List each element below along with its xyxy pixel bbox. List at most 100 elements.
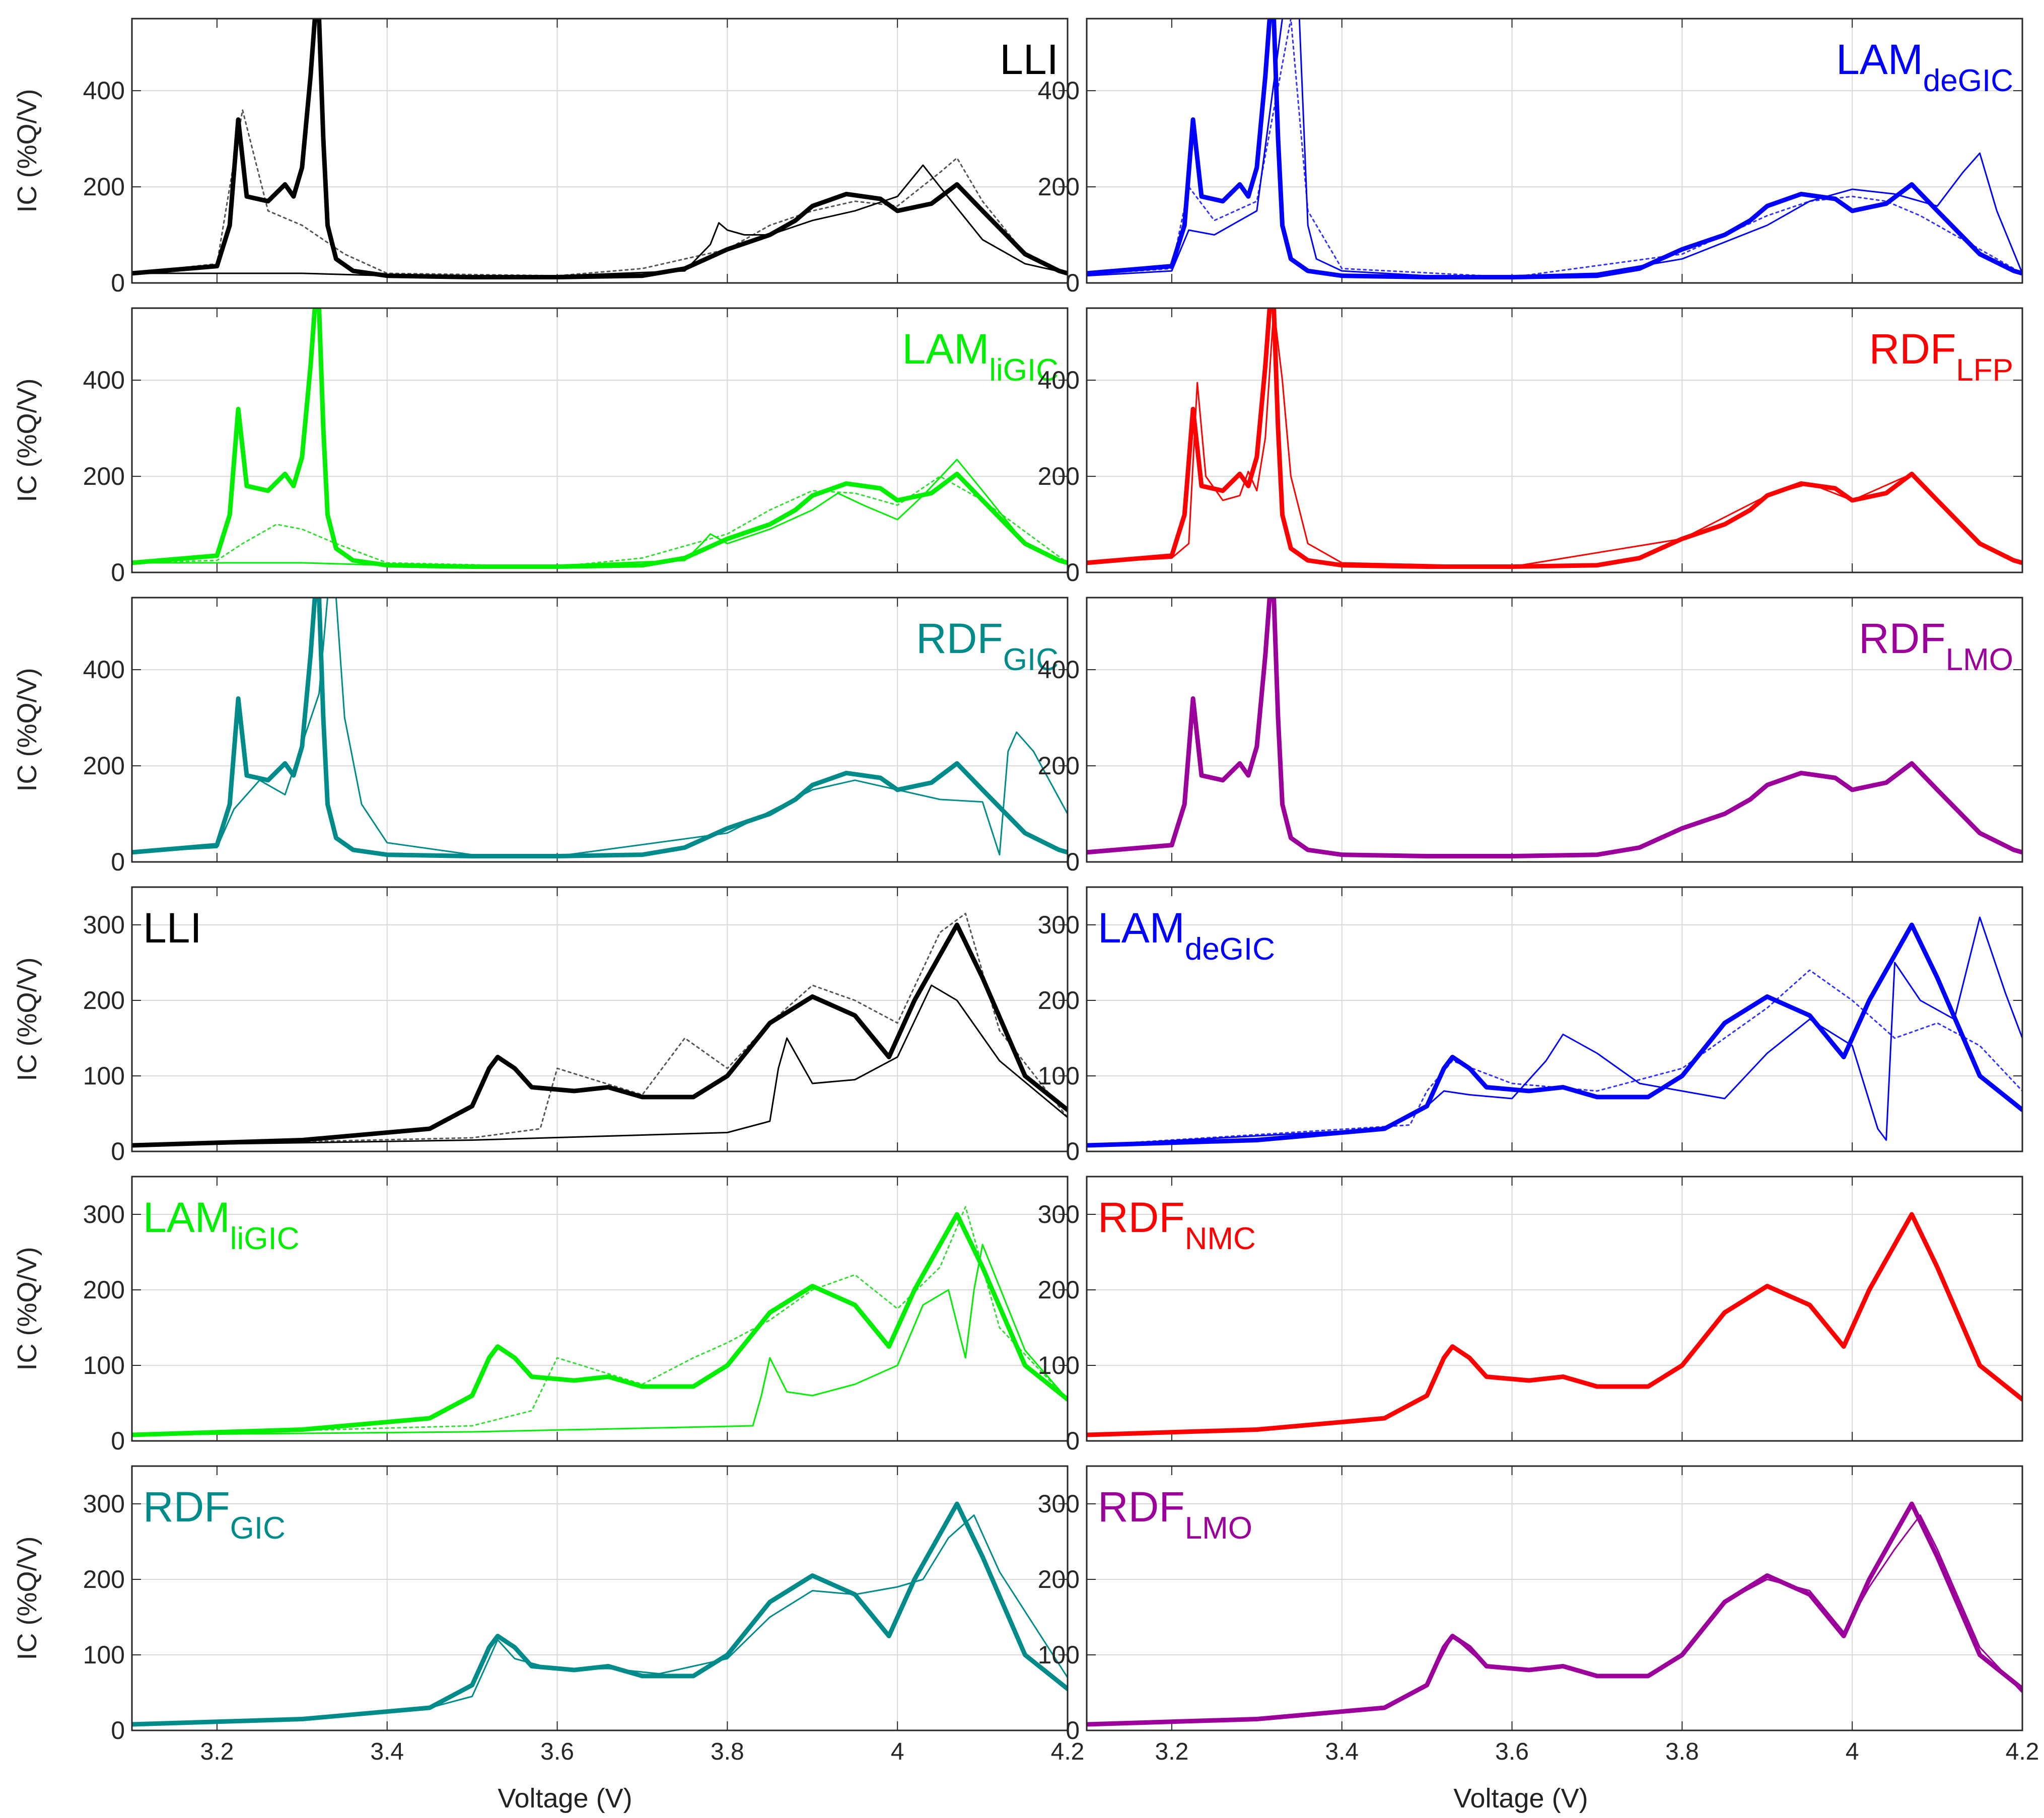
panel-middle-left-upper-series-pristine xyxy=(132,308,1068,569)
panel-lower-right-1-label-sub: deGIC xyxy=(1185,932,1275,967)
panel-lower-left-2-yticklabel: 300 xyxy=(83,1200,125,1228)
panel-middle-left-upper-label-main: LAM xyxy=(902,325,990,373)
panel-lower-right-1-series-intermediate xyxy=(1087,969,2022,1146)
panel-top-left-ylabel: IC (%Q/V) xyxy=(12,89,42,212)
panel-lower-left-3-series-group xyxy=(132,1501,1068,1727)
panel-lower-right-2-label-sub: NMC xyxy=(1185,1221,1256,1256)
panel-lower-left-2-ylabel: IC (%Q/V) xyxy=(12,1247,42,1370)
panel-middle-left-lower-series-pristine xyxy=(132,598,1068,858)
panel-lower-right-1-yticklabel: 200 xyxy=(1038,986,1080,1014)
panel-middle-left-lower-ylabel: IC (%Q/V) xyxy=(12,668,42,791)
panel-lower-left-2-yticklabel: 200 xyxy=(83,1276,125,1304)
panel-middle-left-lower-yticklabel: 0 xyxy=(111,848,125,876)
x-axis-label-left: Voltage (V) xyxy=(498,1783,632,1813)
panel-middle-left-upper-yticklabel: 200 xyxy=(83,462,125,490)
panel-middle-left-lower-label-sub: GIC xyxy=(1003,642,1059,677)
panel-lower-left-3-xticklabel: 3.2 xyxy=(200,1738,234,1765)
panel-lower-right-1-yticklabel: 300 xyxy=(1038,911,1080,939)
panel-lower-left-2-yticklabel: 100 xyxy=(83,1351,125,1379)
panel-middle-left-lower-axes-box xyxy=(131,597,1069,863)
panel-lower-left-1-series-max-degradation xyxy=(132,984,1068,1146)
panel-top-left-axes-box xyxy=(131,18,1069,284)
panel-top-right-label-main: LAM xyxy=(1836,36,1923,83)
panel-middle-right-upper-yticklabel: 400 xyxy=(1038,366,1080,394)
panel-lower-right-3-series-pristine xyxy=(1087,1501,2022,1727)
panel-middle-right-lower-yticklabel: 200 xyxy=(1038,752,1080,780)
panel-lower-right-3-yticklabel: 300 xyxy=(1038,1490,1080,1518)
panel-top-right-axes-box xyxy=(1086,18,2023,284)
panel-middle-left-lower: 0 200 400 RDFGIC IC (%Q/V) xyxy=(12,597,1069,876)
panel-lower-right-2: 0 100 200 300 RDFNMC xyxy=(1038,1176,2023,1455)
panel-lower-left-1-yticklabel: 200 xyxy=(83,986,125,1014)
panel-lower-right-1-yticklabel: 0 xyxy=(1066,1137,1080,1166)
panel-middle-right-upper-yticklabel: 200 xyxy=(1038,462,1080,490)
panel-middle-right-lower-label-sub: LMO xyxy=(1946,642,2013,677)
panel-lower-left-1-series-group xyxy=(132,913,1068,1148)
panel-lower-right-3-yticklabel: 100 xyxy=(1038,1641,1080,1669)
panel-middle-right-upper-series-group xyxy=(1087,308,2022,569)
panel-middle-right-lower-yticklabel: 0 xyxy=(1066,848,1080,876)
panel-lower-right-2-axes-box xyxy=(1086,1176,2023,1442)
panel-top-right-yticklabel: 200 xyxy=(1038,173,1080,201)
panel-middle-left-upper-ylabel: IC (%Q/V) xyxy=(12,378,42,502)
panel-lower-right-2-series-group xyxy=(1087,1212,2022,1437)
panel-middle-left-lower-yticklabel: 400 xyxy=(83,656,125,684)
panel-lower-left-2-series-group xyxy=(132,1206,1068,1437)
panel-lower-right-1-axes-box xyxy=(1086,886,2023,1152)
panel-lower-left-2-axes-box xyxy=(131,1176,1069,1442)
panel-middle-right-lower-series-group xyxy=(1087,598,2022,858)
panel-lower-right-3-yticklabel: 200 xyxy=(1038,1565,1080,1593)
panel-lower-right-1-yticklabel: 100 xyxy=(1038,1062,1080,1090)
panel-middle-right-lower-series-pristine xyxy=(1087,598,2022,858)
panel-lower-left-3-yticklabel: 100 xyxy=(83,1641,125,1669)
panel-lower-right-3-axes-box xyxy=(1086,1465,2023,1731)
panel-lower-right-2-yticklabel: 200 xyxy=(1038,1276,1080,1304)
panel-top-left: 0 200 400 LLI IC (%Q/V) xyxy=(12,18,1069,297)
panel-lower-left-3-ylabel: IC (%Q/V) xyxy=(12,1536,42,1660)
panel-middle-right-upper-axes-box xyxy=(1086,307,2023,573)
panel-middle-left-upper: 0 200 400 LAMliGIC IC (%Q/V) xyxy=(12,307,1069,587)
panel-lower-right-1: 0 100 200 300 LAMdeGIC xyxy=(1038,886,2023,1166)
panel-middle-right-lower-yticklabel: 400 xyxy=(1038,656,1080,684)
panel-middle-right-upper-series-pristine xyxy=(1087,308,2022,569)
panel-top-left-series-pristine xyxy=(132,19,1068,279)
panel-lower-left-2-label-main: LAM xyxy=(143,1194,230,1241)
panel-lower-left-3-xticklabel: 3.8 xyxy=(711,1738,744,1765)
panel-lower-right-3-xticklabel: 3.6 xyxy=(1495,1738,1529,1765)
panel-middle-left-upper-label-sub: liGIC xyxy=(989,353,1059,388)
panel-lower-right-2-yticklabel: 0 xyxy=(1066,1427,1080,1455)
panel-lower-right-1-series-pristine xyxy=(1087,922,2022,1148)
panel-lower-right-3-xticklabel: 4 xyxy=(1846,1738,1859,1765)
panel-lower-right-3-label-sub: LMO xyxy=(1185,1511,1252,1546)
panel-top-right: 0 200 400 LAMdeGIC xyxy=(1038,18,2023,297)
panel-top-right-label: LAMdeGIC xyxy=(1836,36,2013,98)
panel-top-left-yticklabel: 0 xyxy=(111,269,125,297)
panel-lower-left-3-xticklabel: 4.2 xyxy=(1051,1738,1085,1765)
panel-lower-left-2: 0 100 200 300 LAMliGIC IC (%Q/V) xyxy=(12,1176,1069,1455)
panel-middle-right-upper-label: RDFLFP xyxy=(1869,325,2013,388)
panel-lower-left-3-series-max-degradation xyxy=(132,1514,1068,1725)
panel-middle-right-lower-axes-box xyxy=(1086,597,2023,863)
panel-middle-right-upper: 0 200 400 RDFLFP xyxy=(1038,307,2023,587)
panel-top-left-yticklabel: 200 xyxy=(83,173,125,201)
panel-lower-left-3-series-pristine xyxy=(132,1501,1068,1727)
panel-lower-right-3-label-main: RDF xyxy=(1098,1483,1185,1531)
panel-lower-left-2-series-max-degradation xyxy=(132,1244,1068,1436)
panel-top-left-series-group xyxy=(132,19,1068,279)
panel-lower-left-3-yticklabel: 200 xyxy=(83,1565,125,1593)
panel-middle-left-upper-series-group xyxy=(132,308,1068,569)
panel-lower-left-1-yticklabel: 100 xyxy=(83,1062,125,1090)
panel-top-right-yticklabel: 400 xyxy=(1038,77,1080,105)
panel-lower-right-3-xticklabel: 3.8 xyxy=(1665,1738,1699,1765)
panel-middle-right-lower-label-main: RDF xyxy=(1859,615,1946,662)
panel-lower-left-1-label: LLI xyxy=(143,904,202,952)
panel-lower-left-1-yticklabel: 300 xyxy=(83,911,125,939)
panel-lower-left-1-label-main: LLI xyxy=(143,904,202,952)
panel-lower-left-3-xticklabel: 3.6 xyxy=(540,1738,574,1765)
panel-middle-left-lower-label: RDFGIC xyxy=(916,615,1059,677)
panel-lower-left-3-label-sub: GIC xyxy=(230,1511,286,1546)
